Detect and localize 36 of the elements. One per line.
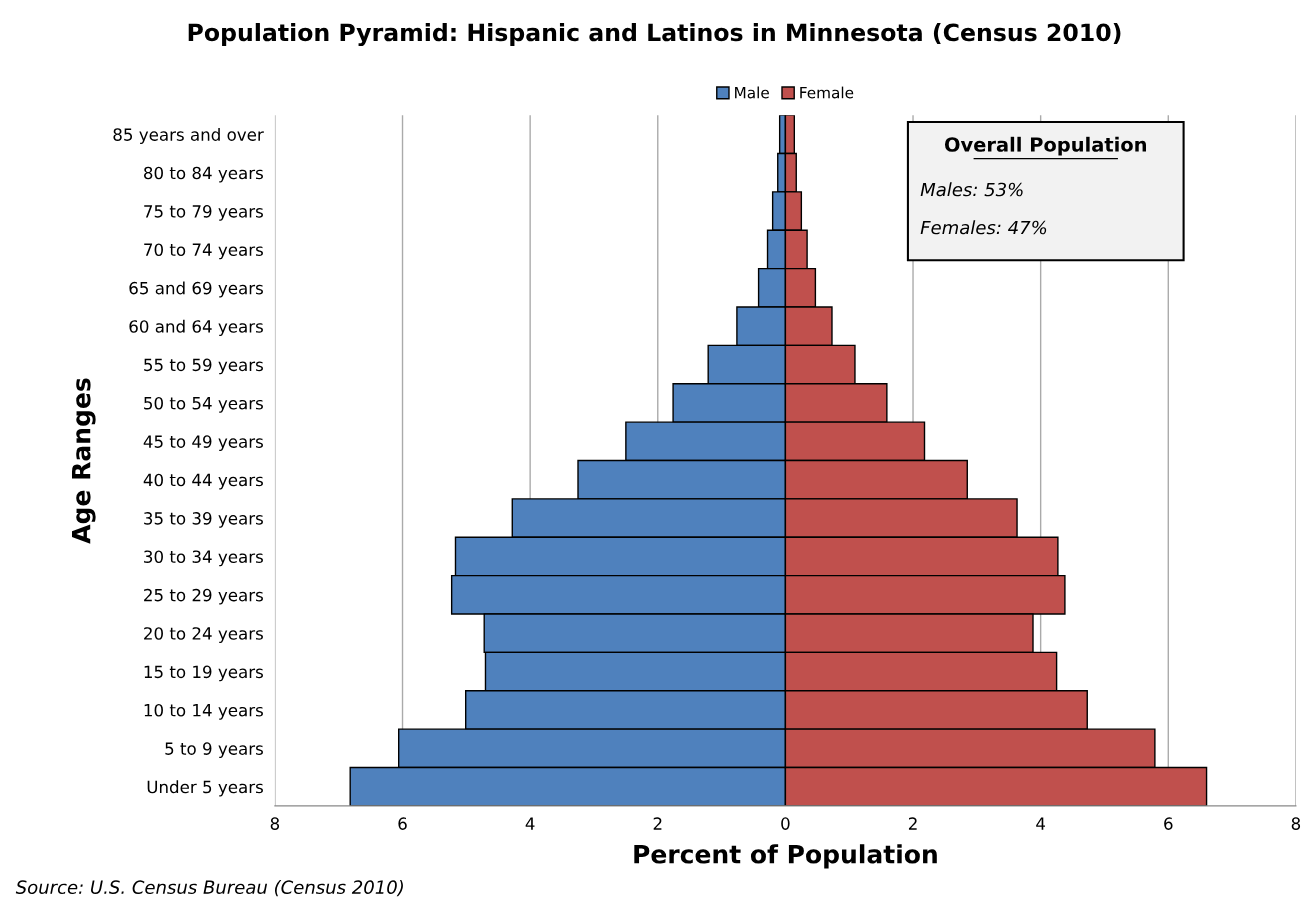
y-tick-label: 85 years and over bbox=[113, 127, 264, 145]
x-tick-label: 0 bbox=[781, 817, 790, 830]
y-tick-label: 55 to 59 years bbox=[144, 358, 263, 375]
annotation: Males: 53% bbox=[920, 182, 1023, 197]
legend-label: Female bbox=[800, 86, 854, 99]
x-tick-label: 4 bbox=[525, 817, 535, 830]
annotation: Females: 47% bbox=[920, 220, 1047, 235]
y-tick-label: 65 and 69 years bbox=[129, 281, 263, 298]
y-tick-label: 60 and 64 years bbox=[129, 319, 263, 336]
y-tick-label: 25 to 29 years bbox=[144, 588, 263, 605]
x-tick-label: 8 bbox=[1291, 817, 1301, 830]
source-note: Source: U.S. Census Bureau (Census 2010) bbox=[15, 880, 403, 897]
annotation: Overall Population bbox=[944, 136, 1146, 156]
y-tick-label: 50 to 54 years bbox=[144, 396, 263, 413]
y-tick-label: 40 to 44 years bbox=[143, 473, 263, 490]
y-tick-label: 75 to 79 years bbox=[144, 205, 263, 221]
y-tick-label: 80 to 84 years bbox=[144, 166, 263, 183]
y-tick-label: 70 to 74 years bbox=[144, 243, 263, 260]
y-tick-label: Under 5 years bbox=[147, 780, 263, 797]
x-tick-label: 4 bbox=[1036, 817, 1046, 830]
x-tick-label: 2 bbox=[908, 817, 917, 830]
y-axis-title: Age Ranges bbox=[72, 378, 96, 544]
y-tick-label: 20 to 24 years bbox=[144, 627, 263, 643]
x-tick-label: 6 bbox=[398, 817, 407, 830]
y-tick-label: 15 to 19 years bbox=[144, 665, 263, 682]
y-tick-label: 35 to 39 years bbox=[144, 512, 263, 528]
x-axis-title: Percent of Population bbox=[634, 844, 937, 869]
x-tick-label: 8 bbox=[270, 817, 280, 830]
x-tick-label: 2 bbox=[653, 817, 662, 830]
y-tick-label: 45 to 49 years bbox=[143, 435, 263, 452]
legend-label: Male bbox=[735, 86, 769, 99]
y-tick-label: 10 to 14 years bbox=[144, 703, 263, 720]
y-tick-label: 5 to 9 years bbox=[165, 742, 263, 759]
x-tick-label: 6 bbox=[1164, 817, 1173, 830]
chart-title: Population Pyramid: Hispanic and Latinos in Minnesota (Census 2010) bbox=[188, 23, 1121, 47]
y-tick-label: 30 to 34 years bbox=[144, 550, 263, 567]
